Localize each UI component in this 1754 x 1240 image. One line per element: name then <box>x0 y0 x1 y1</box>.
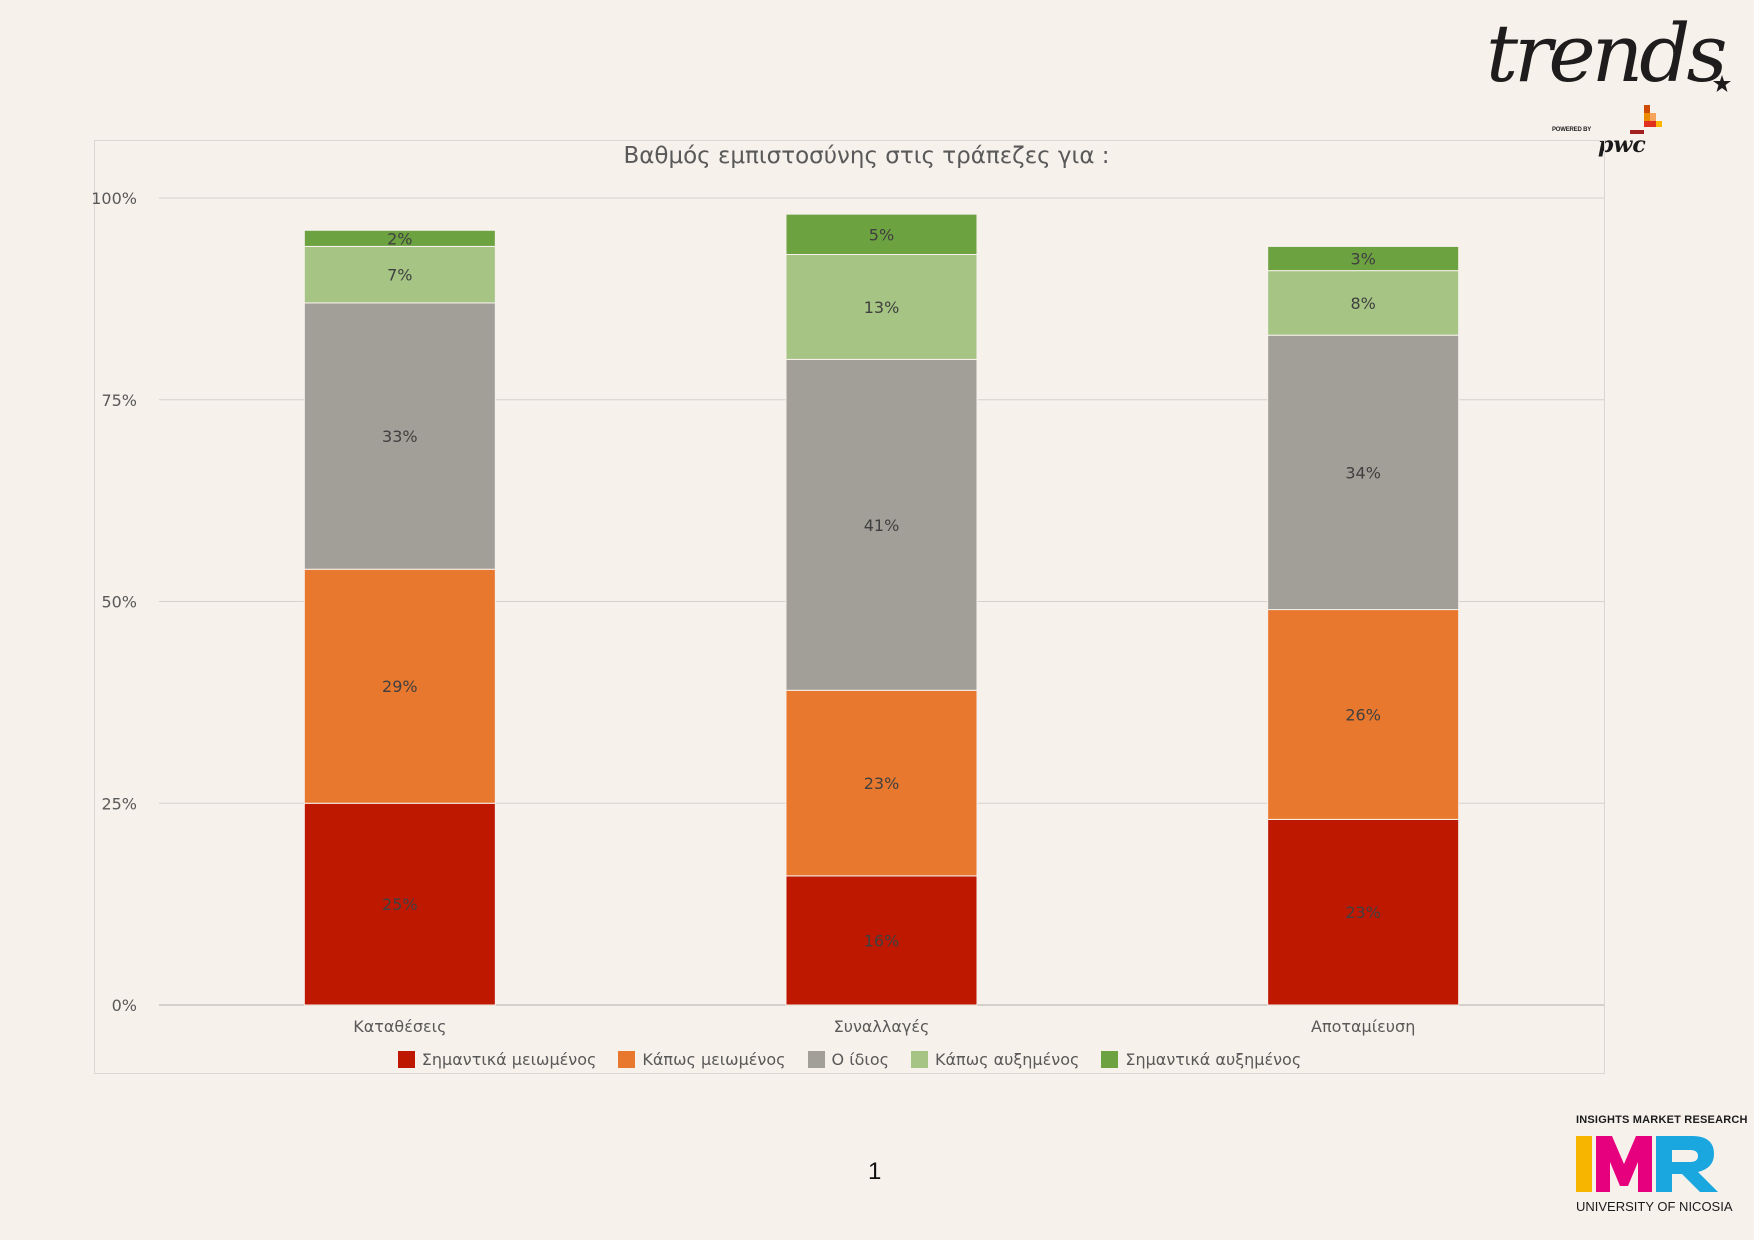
legend-swatch <box>1101 1051 1119 1068</box>
chart-legend: Σημαντικά μειωμένος Κάπως μειωμένος Ο ίδ… <box>94 1050 1605 1069</box>
bar-segment <box>303 229 496 247</box>
legend-item-significantly-increased: Σημαντικά αυξημένος <box>1101 1050 1301 1069</box>
bar-segment <box>303 802 496 1006</box>
bar-segment <box>785 689 978 877</box>
legend-label: Κάπως αυξημένος <box>935 1050 1080 1069</box>
page-number: 1 <box>868 1158 882 1185</box>
powered-by-label: POWERED BY <box>1552 127 1592 133</box>
bar-segment <box>1267 245 1460 272</box>
imr-tagline: INSIGHTS MARKET RESEARCH <box>1576 1114 1748 1126</box>
y-tick-label: 0% <box>112 996 137 1015</box>
legend-label: Κάπως μειωμένος <box>642 1050 786 1069</box>
bar-segment <box>785 358 978 691</box>
data-label: 29% <box>382 677 418 696</box>
y-tick-label: 50% <box>101 593 137 612</box>
bar-segment <box>1267 334 1460 611</box>
bar-segment <box>1267 609 1460 820</box>
data-label: 8% <box>1350 294 1375 313</box>
legend-item-same: Ο ίδιος <box>807 1050 890 1069</box>
data-label: 2% <box>387 229 412 248</box>
data-label: 16% <box>864 931 900 950</box>
data-label: 13% <box>864 298 900 317</box>
legend-swatch <box>807 1051 825 1068</box>
trends-logo: trends <box>1486 7 1728 100</box>
data-label: 23% <box>1345 903 1381 922</box>
chart-title: Βαθμός εμπιστοσύνης στις τράπεζες για : <box>623 143 1110 169</box>
legend-item-significantly-decreased: Σημαντικά μειωμένος <box>397 1050 597 1069</box>
x-tick-label: Αποταμίευση <box>1311 1017 1415 1036</box>
data-label: 41% <box>864 516 900 535</box>
data-label: 34% <box>1345 463 1381 482</box>
star-icon <box>1713 75 1731 92</box>
data-label: 3% <box>1350 250 1375 269</box>
data-label: 26% <box>1345 705 1381 724</box>
data-label: 7% <box>387 266 412 285</box>
data-label: 23% <box>864 774 900 793</box>
x-tick-label: Συναλλαγές <box>834 1017 930 1036</box>
data-label: 33% <box>382 427 418 446</box>
x-tick-label: Καταθέσεις <box>353 1017 446 1036</box>
imr-logo <box>1576 1136 1718 1192</box>
y-tick-label: 75% <box>101 391 137 410</box>
legend-swatch <box>397 1051 415 1068</box>
chart-frame <box>94 140 1605 1074</box>
bar-segment <box>303 245 496 304</box>
bar-segment <box>785 253 978 360</box>
imr-university: UNIVERSITY OF NICOSIA <box>1576 1199 1733 1214</box>
legend-label: Σημαντικά αυξημένος <box>1125 1050 1302 1069</box>
pwc-logo: pwc <box>1598 132 1646 158</box>
data-label: 5% <box>869 225 894 244</box>
data-label: 25% <box>382 895 418 914</box>
legend-item-somewhat-decreased: Κάπως μειωμένος <box>618 1050 786 1069</box>
bar-segment <box>785 875 978 1006</box>
legend-label: Ο ίδιος <box>831 1050 890 1069</box>
legend-item-somewhat-increased: Κάπως αυξημένος <box>911 1050 1079 1069</box>
bar-segment <box>785 213 978 255</box>
legend-swatch <box>618 1051 636 1068</box>
bar-segment <box>1267 818 1460 1006</box>
bar-segment <box>1267 270 1460 336</box>
y-tick-label: 100% <box>91 189 137 208</box>
bar-segment <box>303 568 496 804</box>
legend-swatch <box>911 1051 929 1068</box>
legend-label: Σημαντικά μειωμένος <box>421 1050 597 1069</box>
y-tick-label: 25% <box>101 794 137 813</box>
pwc-blocks-icon <box>1630 105 1662 134</box>
